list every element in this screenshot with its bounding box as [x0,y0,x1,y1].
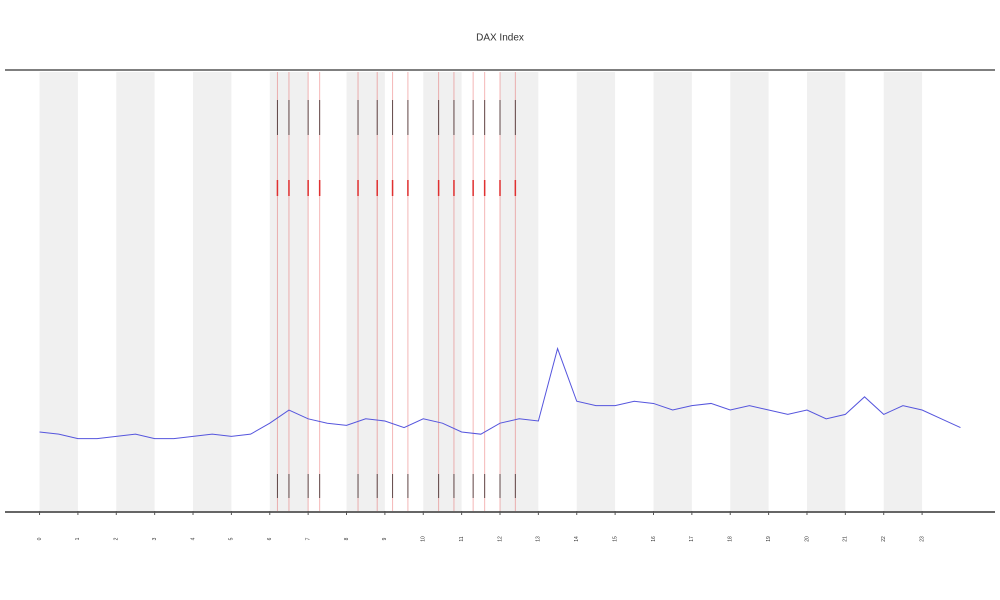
x-tick-label: 14 [574,536,580,542]
x-tick-label: 11 [459,536,465,541]
x-tick-label: 5 [229,537,235,540]
band [653,72,692,511]
x-tick-label: 1 [75,537,81,540]
chart-title: DAX Index [476,33,524,44]
x-tick-label: 13 [536,536,542,542]
x-tick-label: 6 [267,537,273,540]
x-tick-label: 16 [651,536,657,542]
band [730,72,769,511]
band [500,72,539,511]
x-tick-label: 10 [421,536,427,542]
x-tick-label: 4 [190,537,196,540]
x-tick-label: 19 [766,536,772,542]
x-tick-label: 8 [344,537,350,540]
x-tick-label: 9 [382,537,388,540]
band [423,72,462,511]
band [576,72,616,511]
x-tick-label: 23 [919,536,925,542]
band [269,72,309,511]
band [806,72,846,511]
x-tick-label: 17 [689,536,695,542]
x-tick-label: 3 [152,537,158,540]
x-tick-label: 20 [804,536,810,542]
series-line [39,346,961,440]
x-tick-label: 12 [497,536,503,542]
x-tick-label: 22 [881,536,887,542]
band [39,72,78,511]
x-tick-label: 0 [37,537,43,540]
band [346,72,385,511]
x-tick-label: 2 [114,537,120,540]
x-tick-label: 21 [843,536,849,542]
band [883,72,923,511]
x-tick-label: 15 [612,536,618,542]
band [193,72,232,511]
x-tick-label: 18 [728,536,734,542]
x-tick-label: 7 [305,537,311,540]
band [116,72,155,511]
